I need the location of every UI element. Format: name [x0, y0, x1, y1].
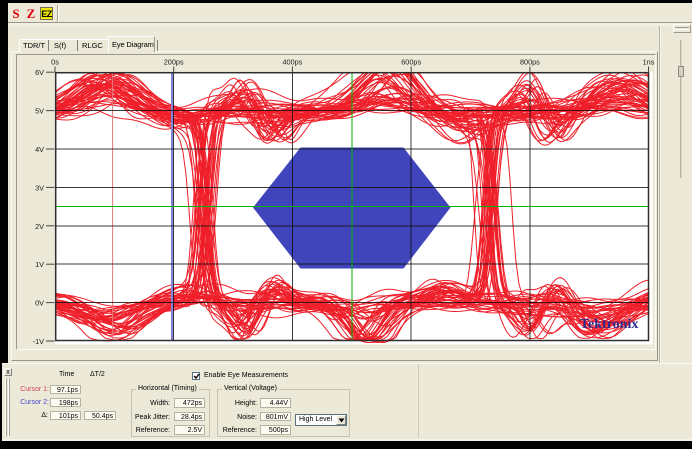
svg-text:0s: 0s — [51, 58, 59, 67]
svg-text:6V: 6V — [35, 68, 44, 77]
svg-text:600ps: 600ps — [401, 58, 421, 67]
svg-text:1ns: 1ns — [643, 58, 655, 67]
svg-text:4V: 4V — [35, 145, 44, 154]
svg-text:5V: 5V — [35, 107, 44, 116]
svg-text:800ps: 800ps — [520, 58, 540, 67]
svg-text:3V: 3V — [35, 183, 44, 192]
svg-text:Tektronix: Tektronix — [580, 317, 638, 332]
svg-text:-1V: -1V — [33, 337, 44, 346]
svg-text:400ps: 400ps — [282, 58, 302, 67]
svg-text:200ps: 200ps — [164, 58, 184, 67]
svg-text:1V: 1V — [35, 260, 44, 269]
svg-text:0V: 0V — [35, 299, 44, 308]
svg-text:2V: 2V — [35, 222, 44, 231]
